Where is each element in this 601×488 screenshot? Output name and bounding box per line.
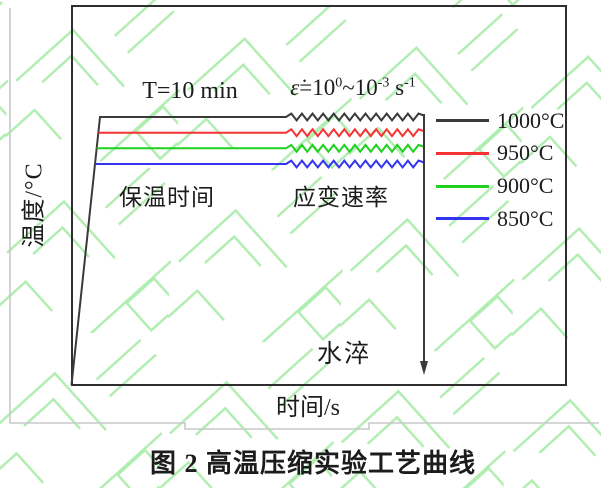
outer-frame-line: [9, 8, 599, 430]
curve-950c: [98, 127, 425, 138]
strain-rate-annotation: ε̇=100~10-3 s-1: [290, 75, 416, 100]
legend-item-850c: 850°C: [436, 205, 564, 232]
x-axis-label: 时间/s: [275, 395, 341, 421]
water-quench-arrow: [420, 114, 428, 375]
temperature-curves: [70, 111, 425, 386]
strain-rate-body1: =10: [299, 75, 336, 100]
y-axis-label: 温度/°C: [21, 162, 48, 248]
legend-item-950c: 950°C: [436, 140, 564, 167]
strain-rate-sup2: -3: [377, 75, 390, 91]
curve-900c: [96, 143, 425, 154]
chart-legend: 1000°C 950°C 900°C 850°C: [436, 107, 564, 238]
legend-swatch-850c: [436, 217, 489, 221]
strain-region-label: 应变速率: [293, 185, 389, 210]
strain-rate-symbol: ε̇: [290, 75, 300, 100]
legend-swatch-900c: [436, 184, 489, 188]
legend-item-1000c: 1000°C: [436, 107, 564, 134]
legend-label-850c: 850°C: [497, 205, 554, 231]
legend-swatch-950c: [436, 151, 489, 155]
curve-850c: [95, 158, 425, 170]
legend-item-900c: 900°C: [436, 173, 564, 200]
legend-swatch-1000c: [436, 119, 489, 122]
legend-label-900c: 900°C: [497, 173, 554, 199]
strain-rate-sup3: -1: [404, 75, 416, 91]
figure-caption: 图 2 高温压缩实验工艺曲线: [149, 449, 477, 478]
plot-border: [71, 5, 567, 386]
hold-region-label: 保温时间: [119, 185, 215, 210]
legend-label-1000c: 1000°C: [497, 107, 565, 133]
strain-rate-sup1: 0: [335, 75, 343, 91]
quench-label: 水淬: [316, 341, 372, 368]
strain-rate-body2: ~10: [342, 75, 378, 100]
quench-arrow-head: [420, 361, 428, 375]
hold-time-annotation: T=10 min: [142, 78, 238, 104]
legend-label-950c: 950°C: [497, 140, 554, 166]
curve-1000c: [70, 111, 425, 386]
strain-rate-body3: s: [389, 75, 405, 100]
